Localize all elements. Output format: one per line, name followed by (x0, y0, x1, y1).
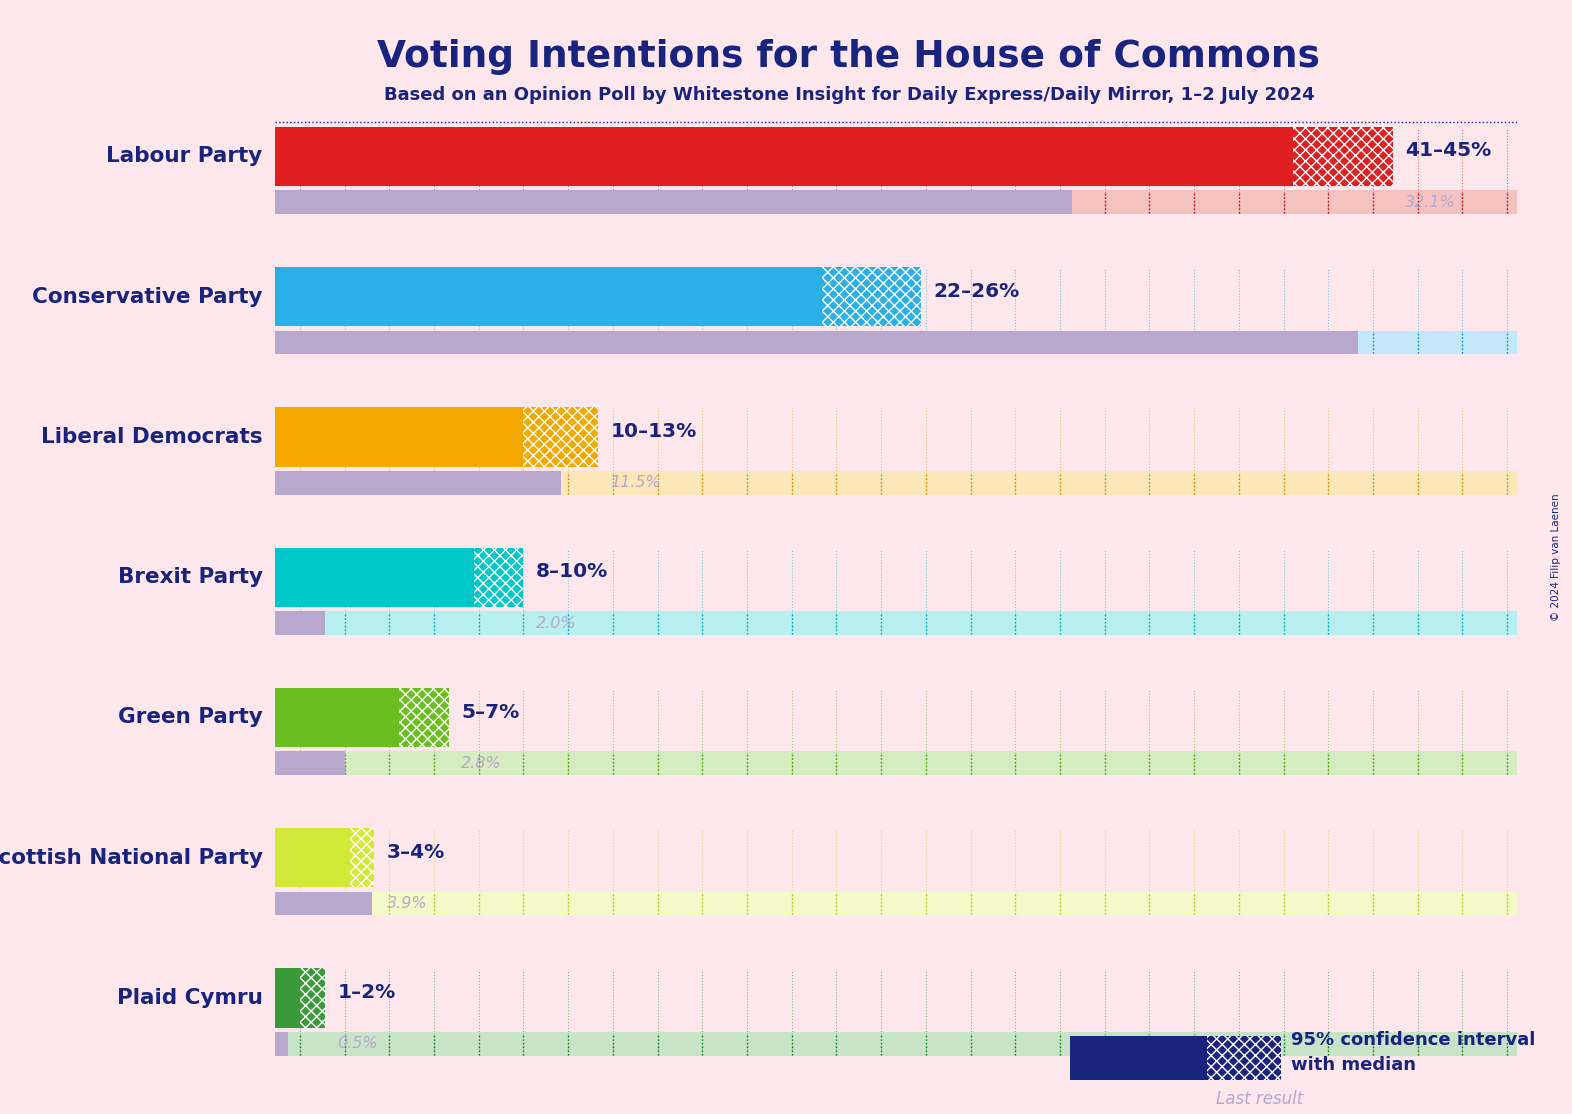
Text: Green Party: Green Party (118, 707, 263, 727)
Text: 0.5%: 0.5% (336, 1036, 377, 1052)
Bar (399, 687, 450, 747)
Text: Conservative Party: Conservative Party (31, 286, 263, 306)
Text: 43.6%: 43.6% (934, 335, 984, 350)
Text: 95% confidence interval
with median: 95% confidence interval with median (1291, 1032, 1536, 1074)
Text: 2.0%: 2.0% (536, 616, 577, 631)
Bar (275, 471, 561, 495)
Bar (275, 752, 1517, 775)
Bar (275, 267, 822, 326)
Bar (275, 687, 399, 747)
Bar (275, 891, 373, 916)
Bar (275, 331, 1517, 354)
Bar (275, 968, 300, 1028)
Text: 8–10%: 8–10% (536, 563, 608, 582)
Text: Based on an Opinion Poll by Whitestone Insight for Daily Express/Daily Mirror, 1: Based on an Opinion Poll by Whitestone I… (384, 86, 1314, 104)
Bar (275, 408, 523, 467)
Bar (300, 968, 325, 1028)
Bar (275, 752, 344, 775)
Text: 10–13%: 10–13% (610, 422, 696, 441)
Text: 41–45%: 41–45% (1405, 141, 1492, 160)
Text: Labour Party: Labour Party (107, 146, 263, 166)
Bar (1294, 127, 1393, 186)
Text: 3.9%: 3.9% (387, 896, 428, 911)
Bar (275, 828, 349, 888)
Text: Voting Intentions for the House of Commons: Voting Intentions for the House of Commo… (377, 39, 1320, 75)
Bar (473, 547, 523, 607)
Bar (523, 408, 597, 467)
Bar (822, 267, 921, 326)
Bar (1071, 1088, 1207, 1110)
Bar (275, 331, 1358, 354)
Bar (1071, 1036, 1207, 1079)
Text: 11.5%: 11.5% (610, 476, 662, 490)
Text: 1–2%: 1–2% (336, 984, 396, 1003)
Text: Last result: Last result (1217, 1089, 1303, 1108)
Bar (275, 190, 1517, 214)
Text: Liberal Democrats: Liberal Democrats (41, 427, 263, 447)
Bar (1207, 1036, 1281, 1079)
Text: 5–7%: 5–7% (462, 703, 520, 722)
Bar (349, 828, 374, 888)
Bar (275, 891, 1517, 916)
Bar (275, 127, 1294, 186)
Bar (275, 471, 1517, 495)
Bar (275, 547, 473, 607)
Text: © 2024 Filip van Laenen: © 2024 Filip van Laenen (1552, 494, 1561, 620)
Bar (275, 612, 325, 635)
Bar (275, 190, 1072, 214)
Text: 32.1%: 32.1% (1405, 195, 1456, 209)
Text: Scottish National Party: Scottish National Party (0, 848, 263, 868)
Bar (275, 1032, 288, 1056)
Text: 2.8%: 2.8% (462, 755, 501, 771)
Text: Brexit Party: Brexit Party (118, 567, 263, 587)
Text: 3–4%: 3–4% (387, 843, 445, 862)
Text: Plaid Cymru: Plaid Cymru (116, 988, 263, 1008)
Text: 22–26%: 22–26% (934, 282, 1020, 301)
Bar (275, 612, 1517, 635)
Bar (275, 1032, 1517, 1056)
